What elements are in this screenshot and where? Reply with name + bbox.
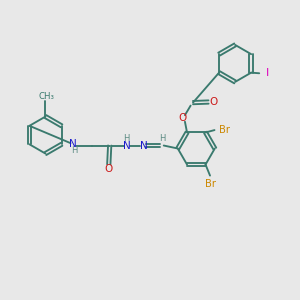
- Text: O: O: [209, 97, 218, 107]
- Text: H: H: [124, 134, 130, 143]
- Text: H: H: [71, 146, 78, 155]
- Text: I: I: [266, 68, 269, 78]
- Text: CH₃: CH₃: [38, 92, 54, 101]
- Text: N: N: [69, 139, 77, 149]
- Text: O: O: [178, 113, 187, 123]
- Text: N: N: [140, 140, 147, 151]
- Text: H: H: [159, 134, 165, 143]
- Text: N: N: [123, 140, 130, 151]
- Text: Br: Br: [219, 125, 230, 135]
- Text: Br: Br: [205, 179, 215, 189]
- Text: O: O: [105, 164, 113, 174]
